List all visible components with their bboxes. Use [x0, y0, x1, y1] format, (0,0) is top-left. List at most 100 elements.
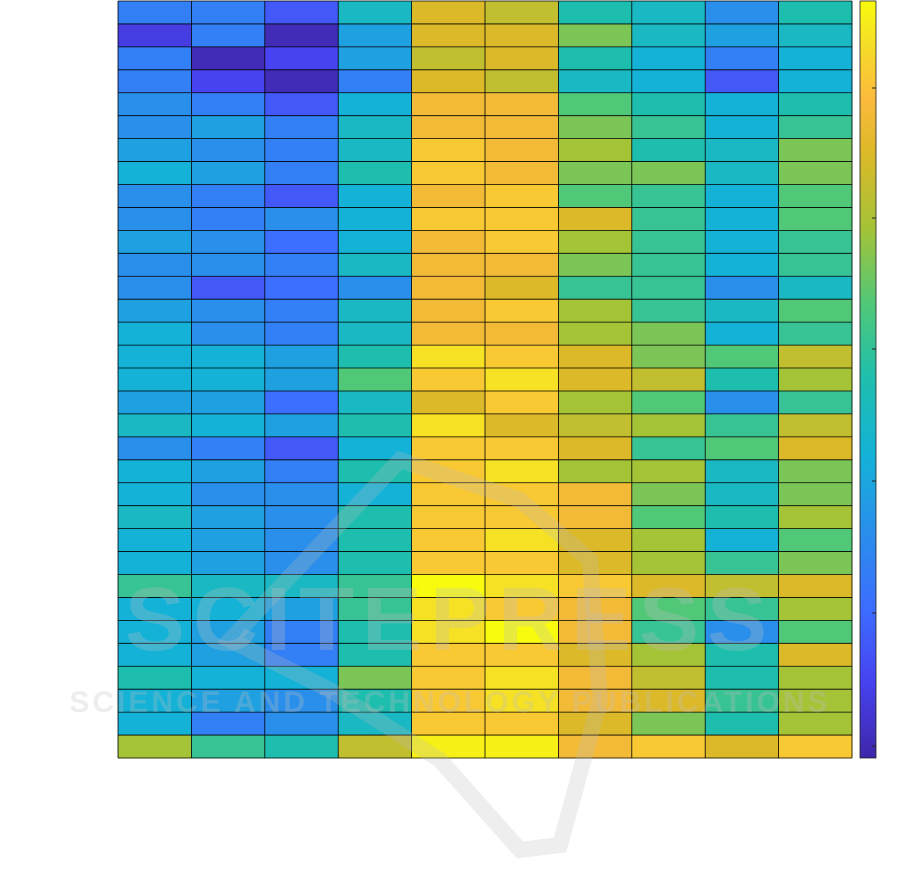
heatmap-cell-r9-c0: [118, 207, 192, 231]
heatmap-cell-r11-c2: [264, 253, 339, 277]
heatmap-cell-r15-c3: [338, 345, 412, 369]
heatmap-cell-r30-c8: [705, 689, 779, 713]
heatmap-cell-r23-c6: [558, 528, 633, 552]
heatmap-cell-r24-c7: [631, 551, 706, 575]
heatmap-cell-r3-c8: [705, 69, 779, 94]
heatmap-cell-r4-c2: [264, 92, 339, 117]
heatmap-cell-r13-c7: [631, 299, 706, 323]
heatmap-cell-r12-c7: [631, 276, 706, 300]
heatmap-cell-r20-c9: [778, 459, 853, 484]
heatmap-cell-r31-c7: [631, 712, 706, 736]
heatmap-cell-r8-c1: [191, 184, 266, 208]
heatmap-cell-r8-c9: [778, 184, 853, 208]
heatmap-cell-r24-c3: [338, 551, 412, 575]
heatmap-cell-r9-c1: [191, 207, 266, 231]
heatmap-cell-r4-c4: [411, 92, 486, 117]
heatmap-cell-r26-c4: [411, 597, 486, 621]
heatmap-cell-r7-c3: [338, 161, 412, 185]
heatmap-cell-r2-c5: [485, 46, 559, 71]
heatmap-cell-r5-c3: [338, 115, 412, 140]
heatmap-cell-r9-c4: [411, 207, 486, 231]
heatmap-cell-r14-c7: [631, 322, 706, 346]
heatmap-cell-r4-c9: [778, 92, 853, 117]
heatmap-cell-r25-c6: [558, 574, 633, 598]
heatmap-cell-r19-c7: [631, 436, 706, 461]
heatmap-cell-r0-c2: [264, 1, 339, 25]
heatmap-cell-r23-c1: [191, 528, 266, 552]
heatmap-cell-r28-c6: [558, 643, 633, 667]
heatmap-cell-r20-c3: [338, 459, 412, 484]
heatmap-cell-r6-c0: [118, 138, 192, 162]
heatmap-cell-r16-c1: [191, 368, 266, 392]
heatmap-cell-r27-c6: [558, 620, 633, 644]
heatmap-cell-r19-c2: [264, 436, 339, 461]
heatmap-cell-r27-c1: [191, 620, 266, 644]
heatmap-cell-r17-c6: [558, 390, 633, 415]
heatmap-cell-r27-c3: [338, 620, 412, 644]
heatmap-cell-r22-c0: [118, 505, 192, 530]
heatmap-cell-r14-c9: [778, 322, 853, 346]
heatmap-cell-r11-c8: [705, 253, 779, 277]
heatmap-cell-r9-c9: [778, 207, 853, 231]
heatmap-cell-r2-c4: [411, 46, 486, 71]
heatmap-cell-r18-c1: [191, 413, 266, 438]
heatmap-cell-r28-c9: [778, 643, 853, 667]
heatmap-cell-r5-c0: [118, 115, 192, 140]
heatmap-cell-r31-c3: [338, 712, 412, 736]
heatmap-cell-r15-c2: [264, 345, 339, 369]
heatmap-cell-r1-c2: [264, 23, 339, 48]
heatmap-cell-r21-c3: [338, 482, 412, 507]
heatmap-cell-r11-c3: [338, 253, 412, 277]
heatmap-cell-r0-c5: [485, 1, 559, 25]
heatmap-cell-r6-c6: [558, 138, 633, 162]
heatmap-cell-r14-c6: [558, 322, 633, 346]
heatmap-cell-r18-c5: [485, 413, 559, 438]
heatmap-cell-r23-c8: [705, 528, 779, 552]
heatmap-cell-r22-c3: [338, 505, 412, 530]
heatmap-cell-r4-c1: [191, 92, 266, 117]
heatmap-cell-r10-c3: [338, 230, 412, 254]
heatmap-cell-r6-c4: [411, 138, 486, 162]
heatmap-cell-r17-c0: [118, 390, 192, 415]
heatmap-cell-r5-c5: [485, 115, 559, 140]
heatmap-cell-r17-c5: [485, 390, 559, 415]
heatmap-cell-r0-c6: [558, 1, 633, 25]
heatmap-cell-r6-c7: [631, 138, 706, 162]
heatmap-cell-r2-c7: [631, 46, 706, 71]
heatmap-cell-r27-c5: [485, 620, 559, 644]
heatmap-cell-r15-c1: [191, 345, 266, 369]
heatmap-cell-r27-c2: [264, 620, 339, 644]
heatmap-cell-r15-c0: [118, 345, 192, 369]
heatmap-cell-r21-c6: [558, 482, 633, 507]
heatmap-cell-r20-c7: [631, 459, 706, 484]
heatmap-cell-r32-c5: [485, 735, 559, 759]
heatmap-cell-r16-c5: [485, 368, 559, 392]
heatmap-cell-r11-c1: [191, 253, 266, 277]
heatmap-cell-r21-c8: [705, 482, 779, 507]
heatmap-cell-r21-c4: [411, 482, 486, 507]
heatmap-cell-r1-c4: [411, 23, 486, 48]
heatmap-cell-r12-c3: [338, 276, 412, 300]
heatmap-cell-r30-c0: [118, 689, 192, 713]
heatmap-cell-r1-c8: [705, 23, 779, 48]
heatmap-cell-r17-c3: [338, 390, 412, 415]
heatmap-cell-r1-c9: [778, 23, 853, 48]
heatmap-cell-r7-c5: [485, 161, 559, 185]
heatmap-cell-r32-c0: [118, 735, 192, 759]
heatmap-cell-r12-c5: [485, 276, 559, 300]
heatmap-cell-r22-c8: [705, 505, 779, 530]
heatmap-cell-r9-c2: [264, 207, 339, 231]
heatmap-cell-r32-c2: [264, 735, 339, 759]
heatmap-cell-r7-c1: [191, 161, 266, 185]
heatmap-cell-r32-c4: [411, 735, 486, 759]
heatmap-cell-r6-c5: [485, 138, 559, 162]
heatmap-cell-r26-c1: [191, 597, 266, 621]
heatmap-cell-r4-c5: [485, 92, 559, 117]
heatmap-cell-r32-c8: [705, 735, 779, 759]
heatmap-cell-r16-c9: [778, 368, 853, 392]
heatmap-cell-r18-c0: [118, 413, 192, 438]
heatmap-cell-r4-c6: [558, 92, 633, 117]
heatmap-cell-r25-c8: [705, 574, 779, 598]
heatmap-cell-r13-c3: [338, 299, 412, 323]
heatmap-cell-r26-c0: [118, 597, 192, 621]
